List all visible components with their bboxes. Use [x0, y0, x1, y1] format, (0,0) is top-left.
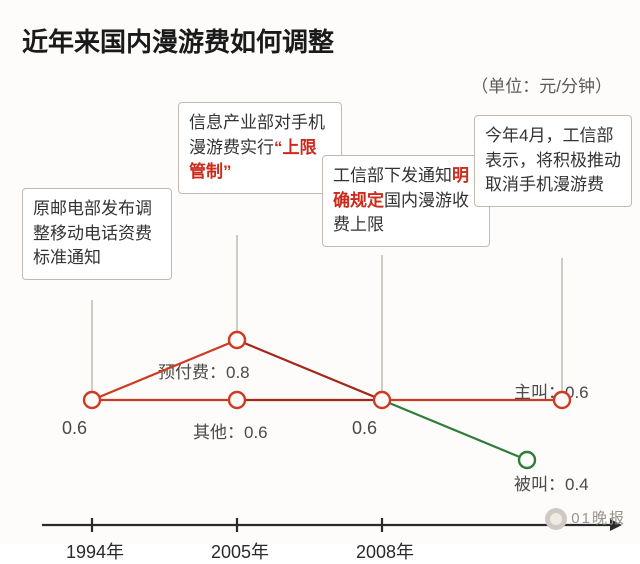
watermark: 01晚报	[545, 507, 626, 530]
node-2008	[374, 392, 390, 408]
infographic-container: 近年来国内漫游费如何调整 （单位：元/分钟） 原邮电部发布调整移动电话资费标准通…	[0, 0, 640, 544]
node-2005-low	[229, 392, 245, 408]
page-title: 近年来国内漫游费如何调整	[22, 22, 334, 59]
axis-year-1994: 1994年	[66, 538, 124, 564]
wechat-icon	[545, 508, 567, 530]
watermark-prefix: 01	[571, 510, 592, 527]
node-1994	[84, 392, 100, 408]
chart-svg	[22, 90, 622, 550]
axis-year-2005: 2005年	[211, 538, 269, 564]
node-2016-recv	[519, 452, 535, 468]
node-2016-call	[554, 392, 570, 408]
node-2005-high	[229, 332, 245, 348]
watermark-text: 晚报	[592, 510, 626, 527]
axis-year-2008: 2008年	[356, 538, 414, 564]
chart-area: 原邮电部发布调整移动电话资费标准通知 信息产业部对手机漫游费实行“上限管制” 工…	[22, 90, 618, 440]
